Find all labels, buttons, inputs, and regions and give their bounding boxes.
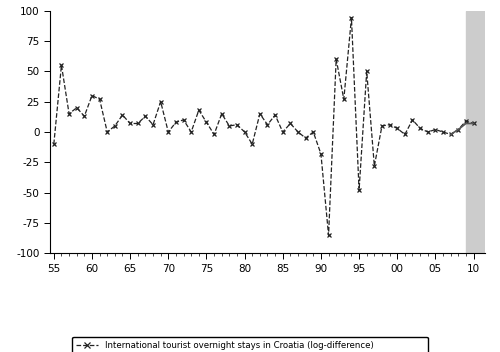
Bar: [466, 11, 485, 253]
International tourist overnight stays in Croatia (log-difference): [310, 130, 316, 134]
International tourist overnight stays in Croatia (log-difference): [288, 121, 294, 126]
Forecast of international tourist overnight stays in Croatia (log-difference): [448, 132, 454, 137]
International tourist overnight stays in Croatia (log-difference): [326, 233, 332, 237]
Forecast of international tourist overnight stays in Croatia (log-difference): [456, 127, 462, 132]
International tourist overnight stays in Croatia (log-difference): [58, 63, 64, 67]
Forecast of international tourist overnight stays in Croatia (log-difference): [470, 121, 476, 126]
International tourist overnight stays in Croatia (log-difference): [348, 16, 354, 20]
International tourist overnight stays in Croatia (log-difference): [386, 122, 392, 127]
Line: Forecast of international tourist overnight stays in Croatia (log-difference): Forecast of international tourist overni…: [450, 124, 473, 134]
Legend: International tourist overnight stays in Croatia (log-difference), Forecast of i: International tourist overnight stays in…: [72, 337, 428, 352]
Line: International tourist overnight stays in Croatia (log-difference): International tourist overnight stays in…: [52, 15, 476, 238]
Forecast of international tourist overnight stays in Croatia (log-difference): [463, 121, 469, 126]
International tourist overnight stays in Croatia (log-difference): [470, 121, 476, 126]
International tourist overnight stays in Croatia (log-difference): [51, 142, 57, 146]
International tourist overnight stays in Croatia (log-difference): [333, 57, 339, 61]
International tourist overnight stays in Croatia (log-difference): [204, 120, 210, 124]
